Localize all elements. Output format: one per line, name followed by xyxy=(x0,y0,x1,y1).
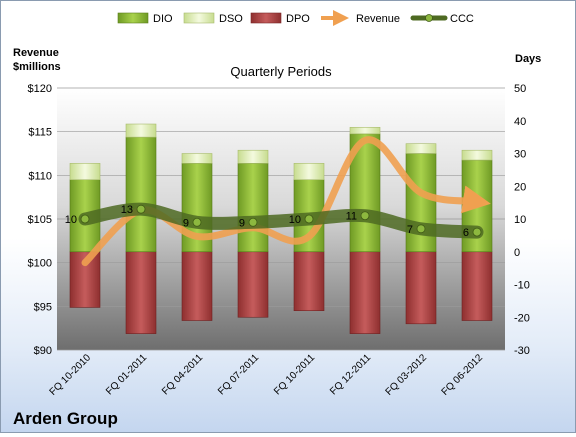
bar-dso xyxy=(293,163,325,180)
bar-dso xyxy=(349,127,381,135)
legend-swatch-dso xyxy=(183,12,215,24)
category-label: FQ 12-2011 xyxy=(328,352,373,397)
right-tick-label: -30 xyxy=(514,345,530,357)
ccc-point xyxy=(136,204,146,214)
bar-dpo xyxy=(181,251,213,321)
right-tick-label: 20 xyxy=(514,181,526,193)
ccc-data-label: 11 xyxy=(346,211,357,223)
right-tick-label: -20 xyxy=(514,312,530,324)
right-tick-label: 0 xyxy=(514,247,520,259)
legend-swatch-dpo xyxy=(250,12,282,24)
left-tick-label: $110 xyxy=(28,170,52,182)
legend-label-dpo: DPO xyxy=(286,13,310,25)
bar-dpo xyxy=(125,251,157,334)
bar-dio xyxy=(237,163,269,253)
left-tick-label: $115 xyxy=(28,127,52,139)
category-label: FQ 04-2011 xyxy=(160,352,205,397)
right-tick-label: 50 xyxy=(514,83,526,95)
right-tick-label: -10 xyxy=(514,280,530,292)
category-label: FQ 06-2012 xyxy=(440,352,486,398)
bar-dso xyxy=(125,123,157,138)
chart-title: Quarterly Periods xyxy=(230,64,332,79)
bar-dso xyxy=(405,143,437,154)
bar-dpo xyxy=(461,251,493,321)
left-tick-label: $120 xyxy=(28,83,52,95)
right-tick-label: 40 xyxy=(514,116,526,128)
category-label: FQ 07-2011 xyxy=(216,352,261,397)
ccc-data-label: 6 xyxy=(463,227,469,239)
category-label: FQ 01-2011 xyxy=(104,352,149,397)
left-tick-label: $90 xyxy=(34,345,52,357)
legend-swatch-dio xyxy=(117,12,149,24)
right-tick-label: 30 xyxy=(514,149,526,161)
ccc-point xyxy=(360,211,370,221)
ccc-point xyxy=(472,227,482,237)
bar-dpo xyxy=(405,251,437,325)
legend-label-revenue: Revenue xyxy=(356,13,400,25)
ccc-point xyxy=(192,217,202,227)
legend-label-dio: DIO xyxy=(153,13,173,25)
legend: DIO DSO DPO Revenue CCC xyxy=(117,10,474,26)
line-layer: 10 13 9 9 10 11 7 6 xyxy=(65,136,491,267)
ccc-point xyxy=(304,214,314,224)
left-tick-label: $100 xyxy=(28,258,52,270)
ccc-data-label: 9 xyxy=(183,217,189,229)
ccc-point xyxy=(80,214,90,224)
ccc-data-label: 10 xyxy=(289,214,301,226)
ccc-point xyxy=(248,217,258,227)
category-label: FQ 10-2011 xyxy=(272,352,317,397)
bar-dso xyxy=(237,149,269,164)
left-axis-title-line2: $millions xyxy=(13,61,61,73)
category-label: FQ 03-2012 xyxy=(384,352,430,398)
bar-dso xyxy=(181,153,213,164)
ccc-data-label: 9 xyxy=(239,217,245,229)
ccc-point xyxy=(416,224,426,234)
legend-label-ccc: CCC xyxy=(450,13,474,25)
legend-label-dso: DSO xyxy=(219,13,243,25)
ccc-data-label: 13 xyxy=(121,204,133,216)
bar-dso xyxy=(461,149,493,161)
bar-dpo xyxy=(293,251,325,312)
company-name: Arden Group xyxy=(13,409,118,428)
bar-dio xyxy=(125,136,157,253)
ccc-data-label: 10 xyxy=(65,214,77,226)
left-tick-label: $95 xyxy=(34,301,52,313)
category-label: FQ 10-2010 xyxy=(48,352,94,398)
left-tick-label: $105 xyxy=(28,214,52,226)
bar-dpo xyxy=(349,251,381,334)
right-axis-title: Days xyxy=(515,53,541,65)
right-tick-label: 10 xyxy=(514,214,526,226)
bar-dio xyxy=(405,153,437,253)
ccc-data-label: 7 xyxy=(407,224,413,236)
bar-dso xyxy=(69,163,101,180)
left-axis-title-line1: Revenue xyxy=(13,47,59,59)
legend-marker-ccc xyxy=(425,14,433,22)
bar-dpo xyxy=(237,251,269,318)
ccc-line xyxy=(78,202,484,239)
